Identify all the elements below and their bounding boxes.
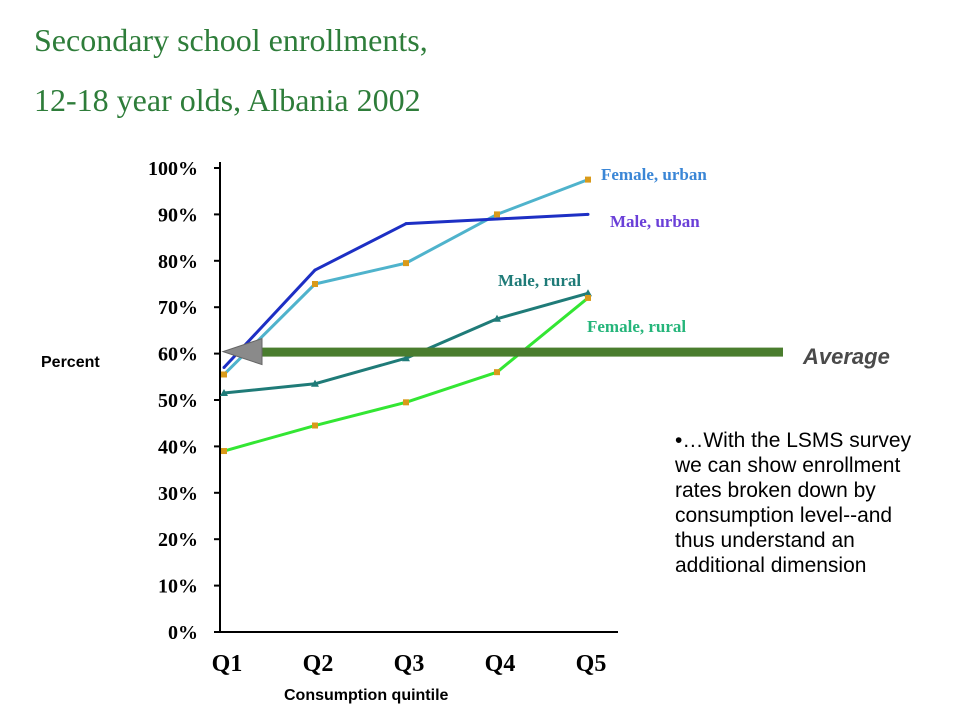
y-tick-label: 0% — [168, 622, 198, 644]
x-tick-label: Q5 — [576, 651, 607, 677]
data-point — [403, 399, 409, 406]
data-point — [313, 268, 317, 272]
average-label: Average — [803, 344, 890, 369]
data-point — [585, 176, 591, 183]
y-tick-label: 90% — [158, 204, 198, 226]
chart-title-line-2: 12-18 year olds, Albania 2002 — [34, 82, 421, 118]
data-point — [311, 379, 319, 387]
chart-title-line-1: Secondary school enrollments, — [34, 22, 428, 58]
data-point — [494, 211, 500, 218]
series-label: Male, rural — [498, 271, 581, 290]
data-point — [221, 448, 227, 455]
series-label: Male, urban — [610, 212, 700, 231]
y-tick-label: 10% — [158, 576, 198, 598]
data-point — [493, 314, 501, 322]
data-point — [584, 289, 592, 297]
series-label: Female, urban — [601, 165, 707, 184]
average-arrowhead — [221, 337, 263, 366]
data-point — [494, 369, 500, 376]
x-tick-label: Q1 — [212, 651, 243, 677]
series-label: Female, rural — [587, 317, 686, 336]
data-point — [221, 371, 227, 378]
data-point — [586, 212, 590, 216]
annotation-note: •…With the LSMS survey we can show enrol… — [675, 429, 912, 577]
y-tick-label: 40% — [158, 436, 198, 458]
data-point — [312, 422, 318, 429]
y-tick-label: 50% — [158, 390, 198, 412]
y-tick-label: 70% — [158, 297, 198, 319]
data-point — [402, 354, 410, 362]
data-point — [312, 281, 318, 287]
y-axis-label: Percent — [41, 354, 100, 371]
y-tick-label: 60% — [158, 344, 198, 366]
y-tick-label: 30% — [158, 483, 198, 505]
data-point — [495, 217, 499, 221]
average-line — [258, 347, 783, 357]
x-tick-label: Q3 — [394, 651, 425, 677]
x-tick-label: Q2 — [303, 651, 334, 677]
y-tick-label: 80% — [158, 251, 198, 273]
data-point — [222, 366, 226, 370]
x-tick-label: Q4 — [485, 651, 516, 677]
data-point — [585, 294, 591, 301]
x-axis-label: Consumption quintile — [284, 687, 449, 704]
data-point — [220, 389, 228, 397]
series-line — [222, 212, 589, 369]
data-point — [403, 260, 409, 267]
y-tick-label: 100% — [148, 158, 198, 180]
data-point — [404, 222, 408, 226]
y-tick-label: 20% — [158, 529, 198, 551]
